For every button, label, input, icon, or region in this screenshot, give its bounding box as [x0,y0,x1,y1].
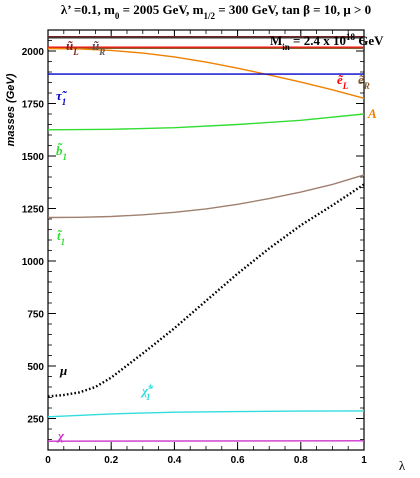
curve-label-6: b̃1 [56,143,67,162]
x-tick-label: 0.4 [167,455,181,466]
x-tick-label: 0.2 [104,455,118,466]
curve-label-1: ũR [92,38,105,57]
curve-label-2: ẽL [337,72,349,91]
plot-frame [47,29,365,451]
curve-label-9: χ̃± 1 [140,381,154,402]
axis-ticks: 0 0.2 0.4 0.6 0.8 125050075010001250150017502… [22,30,367,466]
y-tick-label: 250 [27,415,44,426]
y-tick-label: 1500 [22,152,45,163]
x-tick-label: 1 [361,455,367,466]
x-tick-label: 0.6 [231,455,245,466]
x-tick-label: 0.8 [294,455,308,466]
x-axis-label: λ [399,458,406,473]
curve-label-8: μ [59,363,67,378]
scale-annotation: Min = 2.4 x 1018 GeV [270,32,384,52]
y-tick-label: 2000 [22,47,45,58]
y-tick-label: 1750 [22,100,45,111]
curve-label-0: ũL [66,38,79,57]
y-tick-label: 750 [27,310,44,321]
series-line-7 [47,174,365,219]
y-tick-label: 1250 [22,205,45,216]
x-tick-label: 0 [45,455,51,466]
series-layer [47,36,365,442]
y-axis-label: masses (GeV) [5,73,17,146]
series-line-4 [47,47,365,99]
curve-label-7: t̃1 [57,228,65,247]
curve-label-4: A [367,106,377,121]
chart-title: λ’ =0.1, m0 = 2005 GeV, m1/2 = 300 GeV, … [61,2,371,21]
y-tick-label: 500 [27,362,44,373]
series-line-8 [47,183,365,398]
series-line-9 [47,410,365,418]
curve-label-5: τ̃1 [56,88,68,107]
series-line-6 [47,113,365,131]
curve-label-10: χ [56,428,65,443]
curve-label-3: ẽR [358,72,370,91]
y-tick-label: 1000 [22,257,45,268]
